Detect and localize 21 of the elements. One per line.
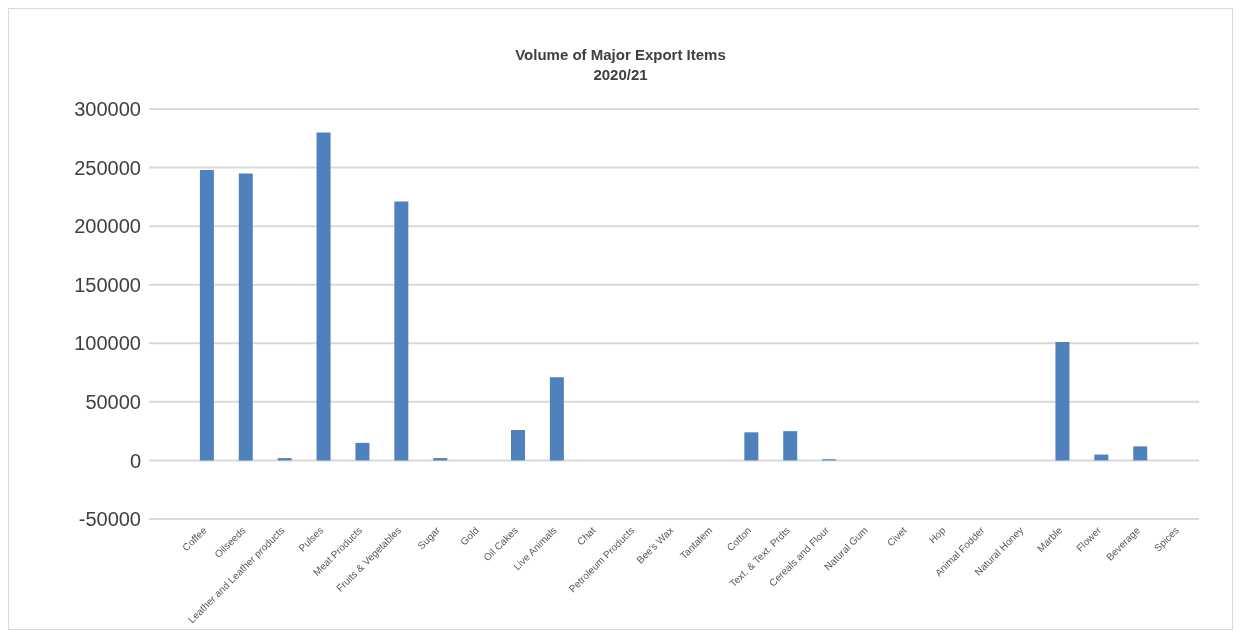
bar [316,132,331,461]
y-tick-label: 50000 [85,390,141,413]
bar [549,377,564,461]
y-tick-label: 200000 [74,215,141,238]
y-tick-label: 100000 [74,332,141,355]
bar [783,431,798,461]
bar [199,169,214,461]
y-tick-label: 300000 [74,98,141,121]
bar [394,201,409,461]
bar [238,173,253,461]
chart-title: Volume of Major Export Items 2020/21 [514,45,727,85]
bar [1133,446,1148,461]
x-tick-label: Hop [926,524,948,546]
y-tick-label: 250000 [74,156,141,179]
y-tick-label: 150000 [74,273,141,296]
y-tick-label: -50000 [78,508,141,531]
bar [511,429,525,461]
y-tick-label: 0 [129,449,141,472]
bar [744,432,759,461]
bar [1055,342,1070,461]
bar [355,442,370,461]
